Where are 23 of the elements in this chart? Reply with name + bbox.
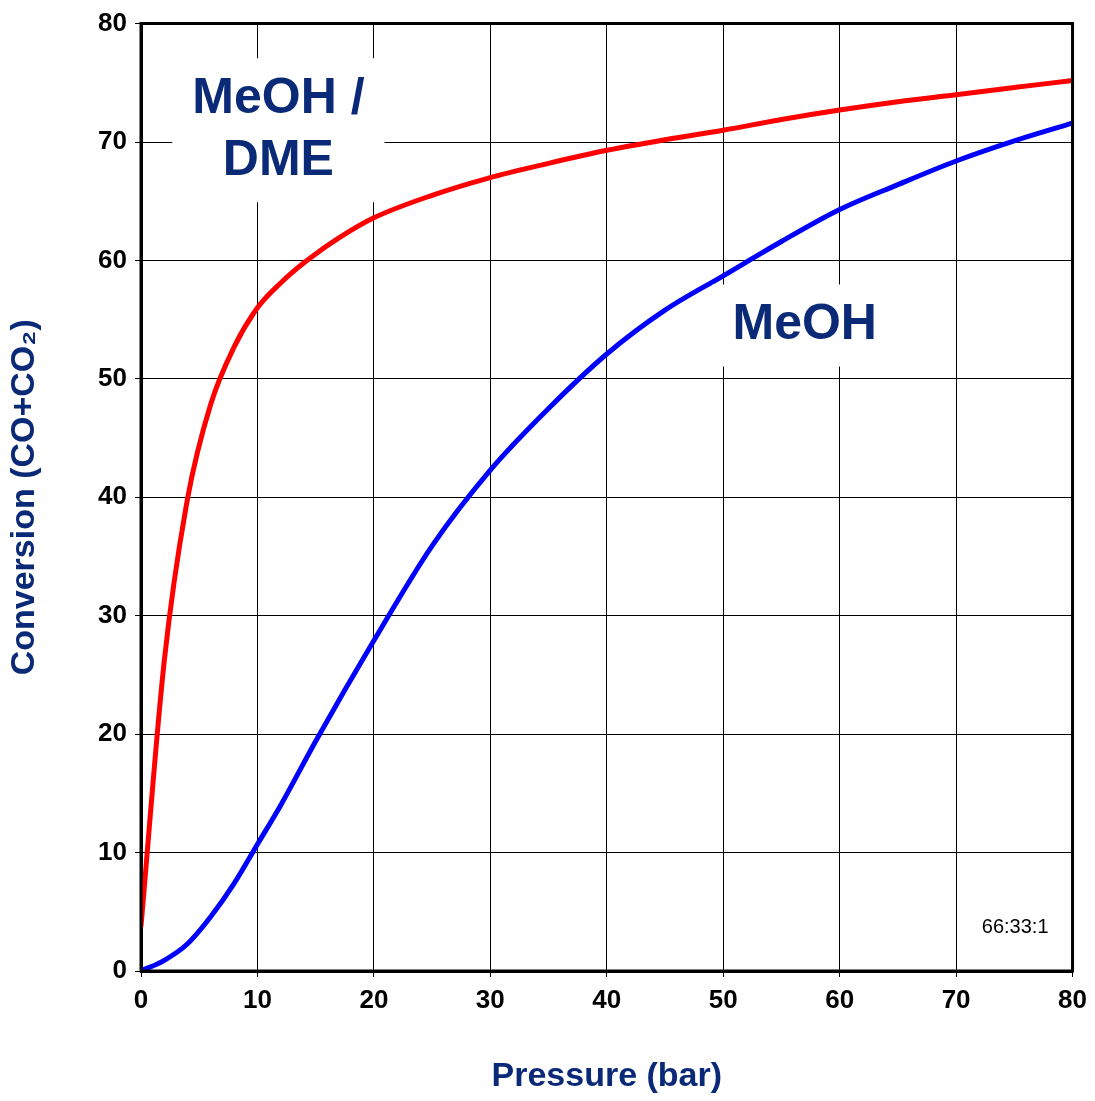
x-tick-label: 40 — [592, 983, 622, 1014]
series-label: MeOH — [732, 294, 877, 351]
y-tick-label: 60 — [98, 243, 127, 274]
y-tick-label: 40 — [98, 480, 127, 511]
x-tick-label: 0 — [133, 983, 149, 1014]
y-tick-label: 10 — [98, 835, 127, 866]
x-tick-label: 80 — [1058, 983, 1087, 1014]
y-tick-label: 70 — [98, 125, 127, 156]
x-tick-label: 50 — [708, 983, 738, 1014]
y-tick-label: 20 — [98, 717, 127, 748]
x-axis-title: Pressure (bar) — [491, 1054, 723, 1093]
x-tick-label: 10 — [242, 983, 272, 1014]
y-tick-label: 30 — [98, 598, 127, 629]
annotation: 66:33:1 — [981, 914, 1049, 937]
y-tick-label: 80 — [98, 6, 127, 37]
x-tick-label: 70 — [941, 983, 971, 1014]
y-axis-title: Conversion (CO+CO₂) — [2, 319, 41, 676]
y-tick-label: 0 — [112, 954, 127, 985]
series-label: MeOH / DME — [192, 67, 365, 186]
x-tick-label: 20 — [359, 983, 389, 1014]
x-tick-label: 30 — [475, 983, 505, 1014]
y-tick-label: 50 — [98, 362, 127, 393]
x-tick-label: 60 — [825, 983, 855, 1014]
